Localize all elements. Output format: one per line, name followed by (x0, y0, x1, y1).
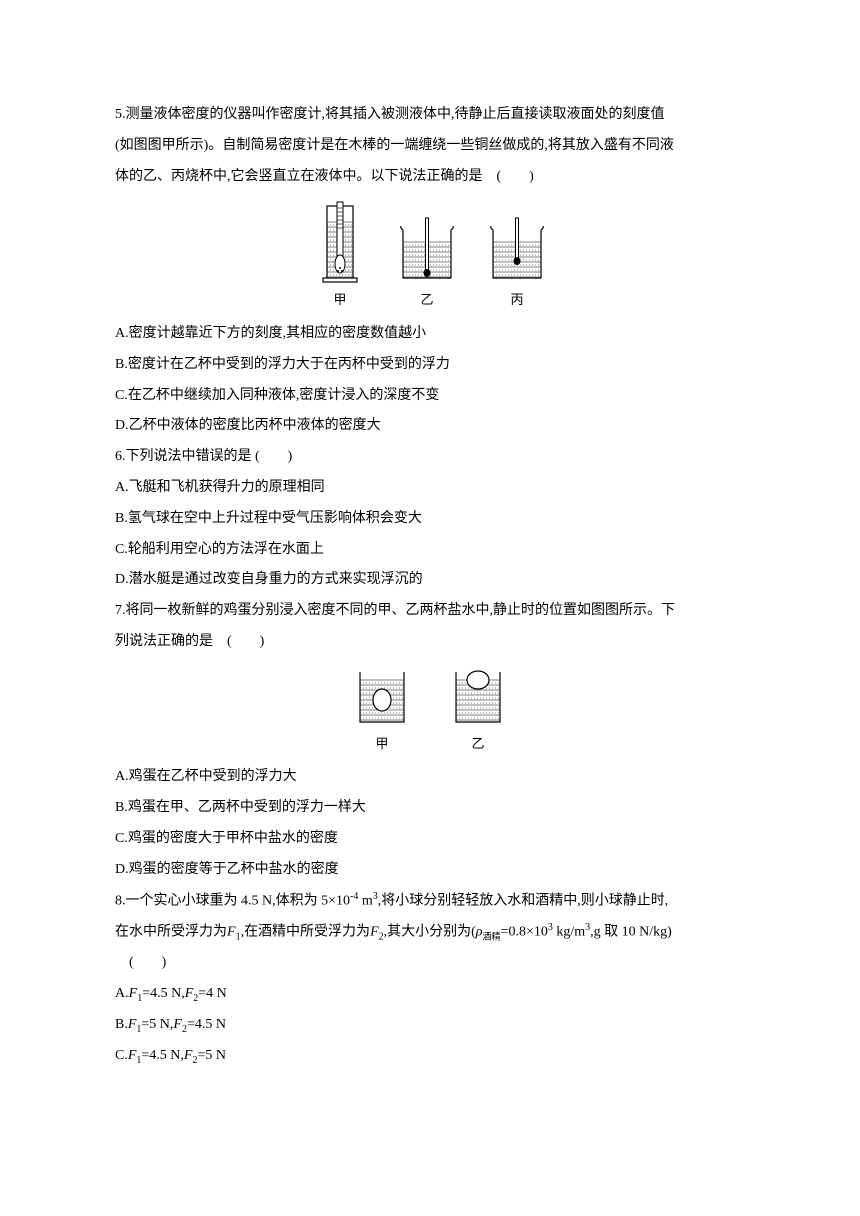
q8-option-b: B.F1=5 N,F2=4.5 N (115, 1010, 745, 1041)
beaker-egg-yi-icon (450, 666, 506, 728)
q8-a-f2: F (185, 986, 194, 1001)
q8-b-v2: =4.5 N (187, 1017, 226, 1032)
q7-option-c: C.鸡蛋的密度大于甲杯中盐水的密度 (115, 824, 745, 855)
q8-blank: ( ) (115, 948, 745, 979)
beaker-egg-jia-icon (354, 666, 410, 728)
q5-option-a: A.密度计越靠近下方的刻度,其相应的密度数值越小 (115, 319, 745, 350)
q8-a-v2: =4 N (198, 986, 227, 1001)
q5-fig-jia: 甲 (313, 200, 367, 315)
q7-caption-jia: 甲 (375, 730, 388, 759)
q8-c-v1: =4.5 N, (141, 1048, 184, 1063)
q8-a-pre: A. (115, 986, 129, 1001)
q8-stem-post: ,将小球分别轻轻放入水和酒精中,则小球静止时, (378, 893, 669, 908)
hydrometer-cylinder-icon (313, 200, 367, 284)
q8-s2-pre: 在水中所受浮力为 (115, 925, 227, 940)
q8-b-pre: B. (115, 1017, 128, 1032)
q5-fig-yi: 乙 (397, 216, 457, 315)
q5-stem-line3: 体的乙、丙烧杯中,它会竖直立在液体中。以下说法正确的是 ( ) (115, 162, 745, 193)
q6-option-c: C.轮船利用空心的方法浮在水面上 (115, 535, 745, 566)
q7-stem-line1: 7.将同一枚新鲜的鸡蛋分别浸入密度不同的甲、乙两杯盐水中,静止时的位置如图图所示… (115, 596, 745, 627)
q7-fig-yi: 乙 (450, 666, 506, 759)
q5-caption-bing: 丙 (510, 286, 523, 315)
q8-b-f2: F (173, 1017, 182, 1032)
q6-option-b: B.氢气球在空中上升过程中受气压影响体积会变大 (115, 504, 745, 535)
q5-caption-jia: 甲 (333, 286, 346, 315)
q8-option-c: C.F1=4.5 N,F2=5 N (115, 1041, 745, 1072)
q7-option-d: D.鸡蛋的密度等于乙杯中盐水的密度 (115, 855, 745, 886)
q7-caption-yi: 乙 (471, 730, 484, 759)
q5-stem-line1: 5.测量液体密度的仪器叫作密度计,将其插入被测液体中,待静止后直接读取液面处的刻… (115, 100, 745, 131)
q8-eq: =0.8×10 (501, 925, 548, 940)
q8-b-v1: =5 N, (141, 1017, 173, 1032)
beaker-bing-icon (487, 216, 547, 284)
q5-caption-yi: 乙 (420, 286, 433, 315)
q5-fig-bing: 丙 (487, 216, 547, 315)
q7-option-a: A.鸡蛋在乙杯中受到的浮力大 (115, 762, 745, 793)
q5-option-b: B.密度计在乙杯中受到的浮力大于在丙杯中受到的浮力 (115, 350, 745, 381)
q5-option-c: C.在乙杯中继续加入同种液体,密度计浸入的深度不变 (115, 381, 745, 412)
q8-s2-post: ,其大小分别为( (384, 925, 476, 940)
q8-s2-mid: ,在酒精中所受浮力为 (241, 925, 371, 940)
q7-fig-jia: 甲 (354, 666, 410, 759)
q5-option-d: D.乙杯中液体的密度比丙杯中液体的密度大 (115, 411, 745, 442)
q8-unit: kg/m (553, 925, 585, 940)
q8-stem-pre: 8.一个实心小球重为 4.5 N,体积为 5×10 (115, 893, 350, 908)
page-content: 5.测量液体密度的仪器叫作密度计,将其插入被测液体中,待静止后直接读取液面处的刻… (0, 0, 860, 1132)
q8-a-f1: F (129, 986, 138, 1001)
q7-option-b: B.鸡蛋在甲、乙两杯中受到的浮力一样大 (115, 793, 745, 824)
q8-option-a: A.F1=4.5 N,F2=4 N (115, 979, 745, 1010)
q7-stem-line2: 列说法正确的是 ( ) (115, 627, 745, 658)
q8-g: ,g 取 10 N/kg) (590, 925, 672, 940)
q7-figure-row: 甲 乙 (115, 666, 745, 759)
q8-stem-line2: 在水中所受浮力为F1,在酒精中所受浮力为F2,其大小分别为(ρ酒精=0.8×10… (115, 917, 745, 948)
q8-c-pre: C. (115, 1048, 128, 1063)
q8-a-v1: =4.5 N, (142, 986, 185, 1001)
q8-stem-line1: 8.一个实心小球重为 4.5 N,体积为 5×10-4 m3,将小球分别轻轻放入… (115, 886, 745, 917)
q8-rho-sub: 酒精 (483, 931, 501, 941)
q8-F2: F (370, 925, 379, 940)
q8-c-v2: =5 N (197, 1048, 226, 1063)
q8-rho: ρ (476, 925, 483, 940)
beaker-yi-icon (397, 216, 457, 284)
q8-unit-m: m (358, 893, 372, 908)
q6-option-a: A.飞艇和飞机获得升力的原理相同 (115, 473, 745, 504)
q6-option-d: D.潜水艇是通过改变自身重力的方式来实现浮沉的 (115, 565, 745, 596)
q5-figure-row: 甲 乙 (115, 200, 745, 315)
q8-F1: F (227, 925, 236, 940)
q5-stem-line2: (如图图甲所示)。自制简易密度计是在木棒的一端缠绕一些铜丝做成的,将其放入盛有不… (115, 131, 745, 162)
q6-stem: 6.下列说法中错误的是 ( ) (115, 442, 745, 473)
